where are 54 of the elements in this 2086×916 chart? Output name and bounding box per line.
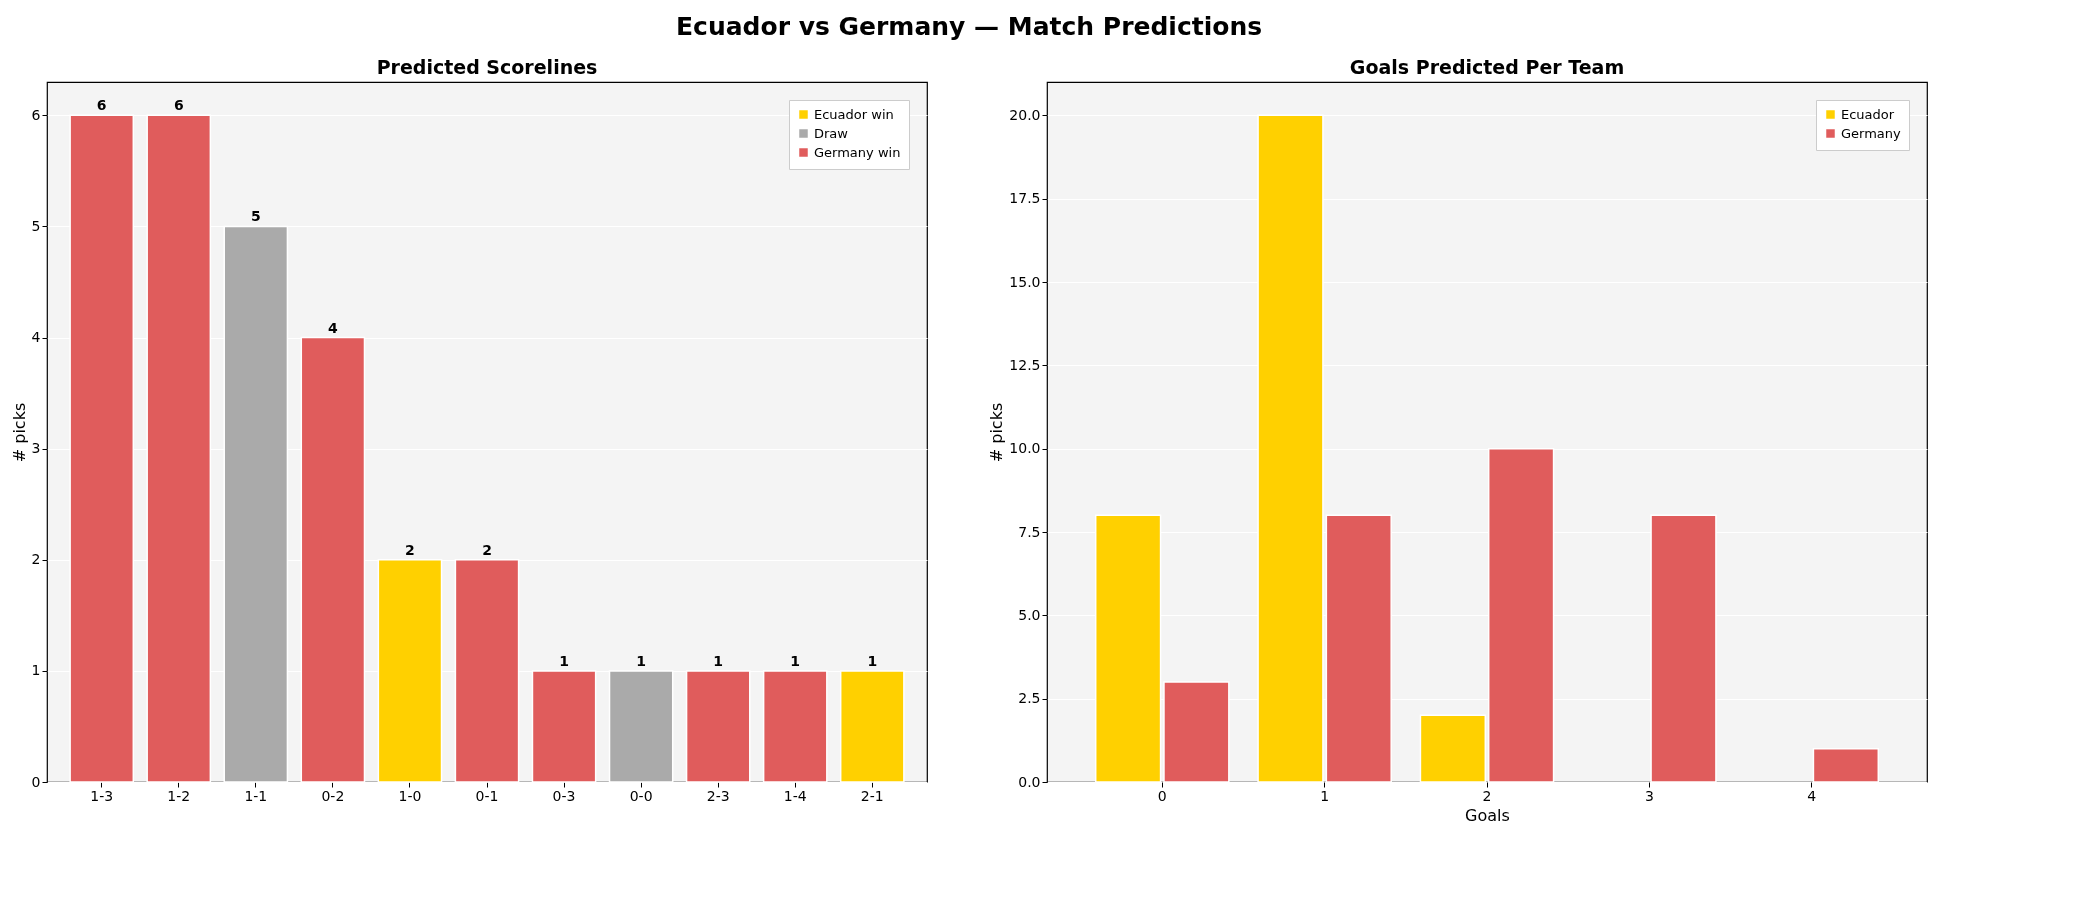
y-axis-title: # picks xyxy=(9,402,29,463)
y-tick-label: 7.5 xyxy=(1018,523,1041,540)
data-label: 1 xyxy=(559,652,569,669)
y-tick-label: 4 xyxy=(31,329,41,346)
data-label: 2 xyxy=(482,541,492,558)
data-label: 1 xyxy=(790,652,801,669)
data-label: 6 xyxy=(173,97,184,114)
x-tick-label: 0 xyxy=(1157,787,1167,804)
y-tick-label: 3 xyxy=(31,440,41,457)
y-tick-label: 1 xyxy=(31,662,41,679)
legend-label: Germany win xyxy=(814,144,901,160)
x-tick-label: 1-3 xyxy=(90,787,114,804)
y-tick-label: 17.5 xyxy=(1009,190,1041,207)
y-tick-label: 6 xyxy=(31,106,41,123)
text: Ecuador vs Germany — Match Predictions xyxy=(676,12,1263,42)
x-axis-title: Goals xyxy=(1465,805,1510,825)
x-tick-label: 2-3 xyxy=(706,787,730,804)
y-tick-label: 5.0 xyxy=(1018,606,1041,623)
x-tick-label: 0-1 xyxy=(475,787,499,804)
chart-title: Predicted Scorelines xyxy=(376,56,598,78)
x-tick-label: 3 xyxy=(1644,787,1654,804)
data-label: 1 xyxy=(867,652,878,669)
y-tick-label: 12.5 xyxy=(1009,356,1041,373)
data-label: 5 xyxy=(250,208,261,225)
y-tick-label: 5 xyxy=(31,217,41,234)
data-label: 1 xyxy=(713,652,724,669)
x-tick-label: 1-4 xyxy=(783,787,807,804)
data-label: 4 xyxy=(328,319,339,336)
x-tick-label: 4 xyxy=(1807,787,1817,804)
x-tick-label: 1-0 xyxy=(398,787,422,804)
x-tick-label: 2 xyxy=(1482,787,1492,804)
x-tick-label: 0-2 xyxy=(321,787,345,804)
y-tick-label: 2.5 xyxy=(1018,690,1041,707)
x-tick-label: 0-0 xyxy=(629,787,653,804)
data-label: 2 xyxy=(405,541,415,558)
y-axis-title: # picks xyxy=(987,402,1007,463)
legend-label: Germany xyxy=(1841,125,1902,141)
x-tick-label: 2-1 xyxy=(860,787,884,804)
y-tick-label: 15.0 xyxy=(1009,273,1041,290)
x-tick-label: 1-2 xyxy=(167,787,191,804)
y-tick-label: 0.0 xyxy=(1018,773,1041,790)
x-tick-label: 1 xyxy=(1320,787,1330,804)
y-tick-label: 2 xyxy=(31,551,41,568)
y-tick-label: 0 xyxy=(31,773,41,790)
legend-label: Ecuador xyxy=(1841,106,1895,122)
y-tick-label: 20.0 xyxy=(1009,106,1041,123)
legend-label: Ecuador win xyxy=(814,106,894,122)
data-label: 1 xyxy=(636,652,646,669)
legend-label: Draw xyxy=(814,125,849,141)
x-tick-label: 1-1 xyxy=(244,787,268,804)
chart-title: Goals Predicted Per Team xyxy=(1349,56,1625,78)
data-label: 6 xyxy=(96,97,107,114)
x-tick-label: 0-3 xyxy=(552,787,576,804)
y-tick-label: 10.0 xyxy=(1009,440,1041,457)
